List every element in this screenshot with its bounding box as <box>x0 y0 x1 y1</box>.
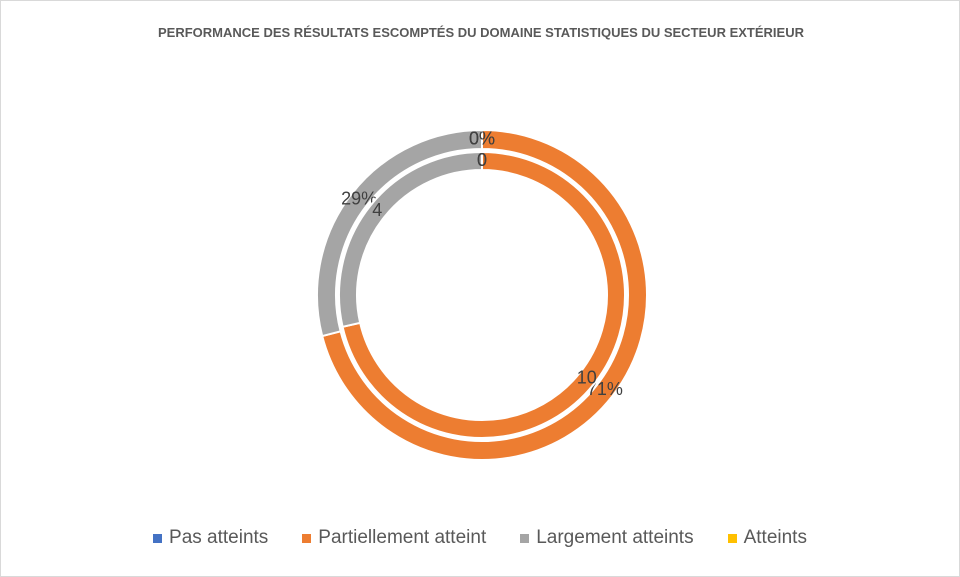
legend-item: Partiellement atteint <box>302 527 486 549</box>
legend-item: Atteints <box>727 527 807 549</box>
legend-label: Partiellement atteint <box>318 527 487 548</box>
data-label: 0 <box>477 150 487 170</box>
legend-swatch <box>302 533 312 543</box>
doughnut-slice <box>338 150 483 329</box>
legend-label: Pas atteints <box>169 527 269 548</box>
legend-swatch <box>520 533 530 543</box>
legend-label: Largement atteints <box>536 527 694 548</box>
legend-swatch <box>727 533 737 543</box>
data-label: 0% <box>469 128 495 148</box>
data-label: 10 <box>577 367 597 387</box>
legend-item: Largement atteints <box>520 527 694 549</box>
legend-label: Atteints <box>743 527 807 548</box>
legend-item: Pas atteints <box>153 527 268 549</box>
data-label: 0 <box>477 150 487 170</box>
data-label: 29% <box>341 188 377 208</box>
legend-swatch <box>153 533 163 543</box>
data-label: 71% <box>587 379 623 399</box>
legend: Pas atteints Partiellement atteint Largeme… <box>1 527 959 549</box>
chart-title: PERFORMANCE DES RÉSULTATS ESCOMPTÉS DU D… <box>158 25 804 40</box>
data-label: 4 <box>372 200 382 220</box>
data-label: 0% <box>469 128 495 148</box>
